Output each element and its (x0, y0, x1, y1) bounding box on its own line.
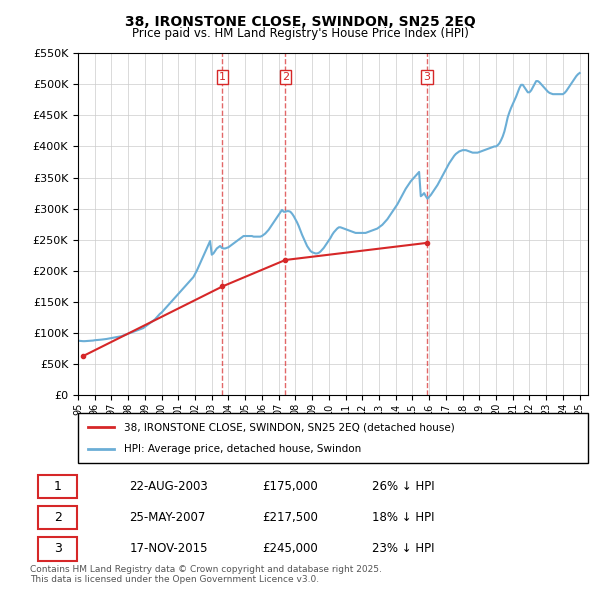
Text: 38, IRONSTONE CLOSE, SWINDON, SN25 2EQ (detached house): 38, IRONSTONE CLOSE, SWINDON, SN25 2EQ (… (124, 422, 455, 432)
Text: 18% ↓ HPI: 18% ↓ HPI (372, 511, 435, 525)
FancyBboxPatch shape (38, 506, 77, 529)
Text: Contains HM Land Registry data © Crown copyright and database right 2025.
This d: Contains HM Land Registry data © Crown c… (30, 565, 382, 584)
Text: 22-AUG-2003: 22-AUG-2003 (130, 480, 208, 493)
Text: £245,000: £245,000 (262, 542, 317, 555)
FancyBboxPatch shape (38, 475, 77, 498)
Text: 2: 2 (282, 72, 289, 82)
Text: 23% ↓ HPI: 23% ↓ HPI (372, 542, 435, 555)
Text: 1: 1 (219, 72, 226, 82)
Text: 38, IRONSTONE CLOSE, SWINDON, SN25 2EQ: 38, IRONSTONE CLOSE, SWINDON, SN25 2EQ (125, 15, 475, 29)
Text: 2: 2 (53, 511, 62, 525)
FancyBboxPatch shape (38, 537, 77, 560)
FancyBboxPatch shape (78, 413, 588, 463)
Text: 17-NOV-2015: 17-NOV-2015 (130, 542, 208, 555)
Text: 25-MAY-2007: 25-MAY-2007 (130, 511, 206, 525)
Text: 3: 3 (53, 542, 62, 555)
Text: 26% ↓ HPI: 26% ↓ HPI (372, 480, 435, 493)
Text: 1: 1 (53, 480, 62, 493)
Text: Price paid vs. HM Land Registry's House Price Index (HPI): Price paid vs. HM Land Registry's House … (131, 27, 469, 40)
Text: £175,000: £175,000 (262, 480, 317, 493)
Text: HPI: Average price, detached house, Swindon: HPI: Average price, detached house, Swin… (124, 444, 361, 454)
Text: £217,500: £217,500 (262, 511, 318, 525)
Text: 3: 3 (424, 72, 431, 82)
